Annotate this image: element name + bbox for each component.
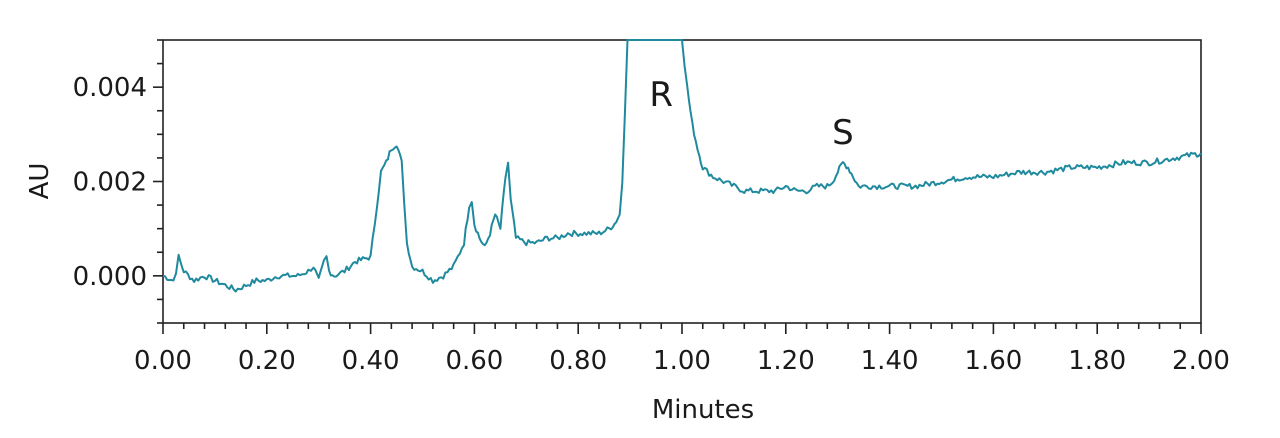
x-tick-label: 1.20 xyxy=(757,346,815,376)
y-axis: 0.000 0.002 0.004 xyxy=(73,73,163,292)
plot-frame xyxy=(162,39,1202,324)
minor-ticks xyxy=(157,39,1182,329)
y-tick-label: 0.004 xyxy=(73,73,147,103)
x-tick-label: 0.80 xyxy=(549,346,607,376)
peak-annotations: RS xyxy=(649,75,853,153)
peak-label-s: S xyxy=(832,113,854,153)
x-tick-label: 0.00 xyxy=(134,346,192,376)
y-tick-label: 0.000 xyxy=(73,262,147,292)
y-tick-label: 0.002 xyxy=(73,168,147,198)
x-tick-label: 1.40 xyxy=(861,346,919,376)
x-tick-label: 1.00 xyxy=(653,346,711,376)
series-line xyxy=(162,39,1202,293)
x-tick-label: 1.60 xyxy=(964,346,1022,376)
x-tick-label: 2.00 xyxy=(1172,346,1230,376)
y-axis-title: AU xyxy=(25,163,55,200)
peak-label-r: R xyxy=(649,75,673,115)
x-tick-label: 0.40 xyxy=(342,346,400,376)
x-axis: 0.00 0.20 0.40 0.60 0.80 1.00 1.20 1.40 1.60 1.80… xyxy=(134,323,1230,376)
x-tick-label: 0.20 xyxy=(238,346,296,376)
x-tick-label: 0.60 xyxy=(445,346,503,376)
x-tick-label: 1.80 xyxy=(1068,346,1126,376)
x-axis-title: Minutes xyxy=(652,395,754,425)
